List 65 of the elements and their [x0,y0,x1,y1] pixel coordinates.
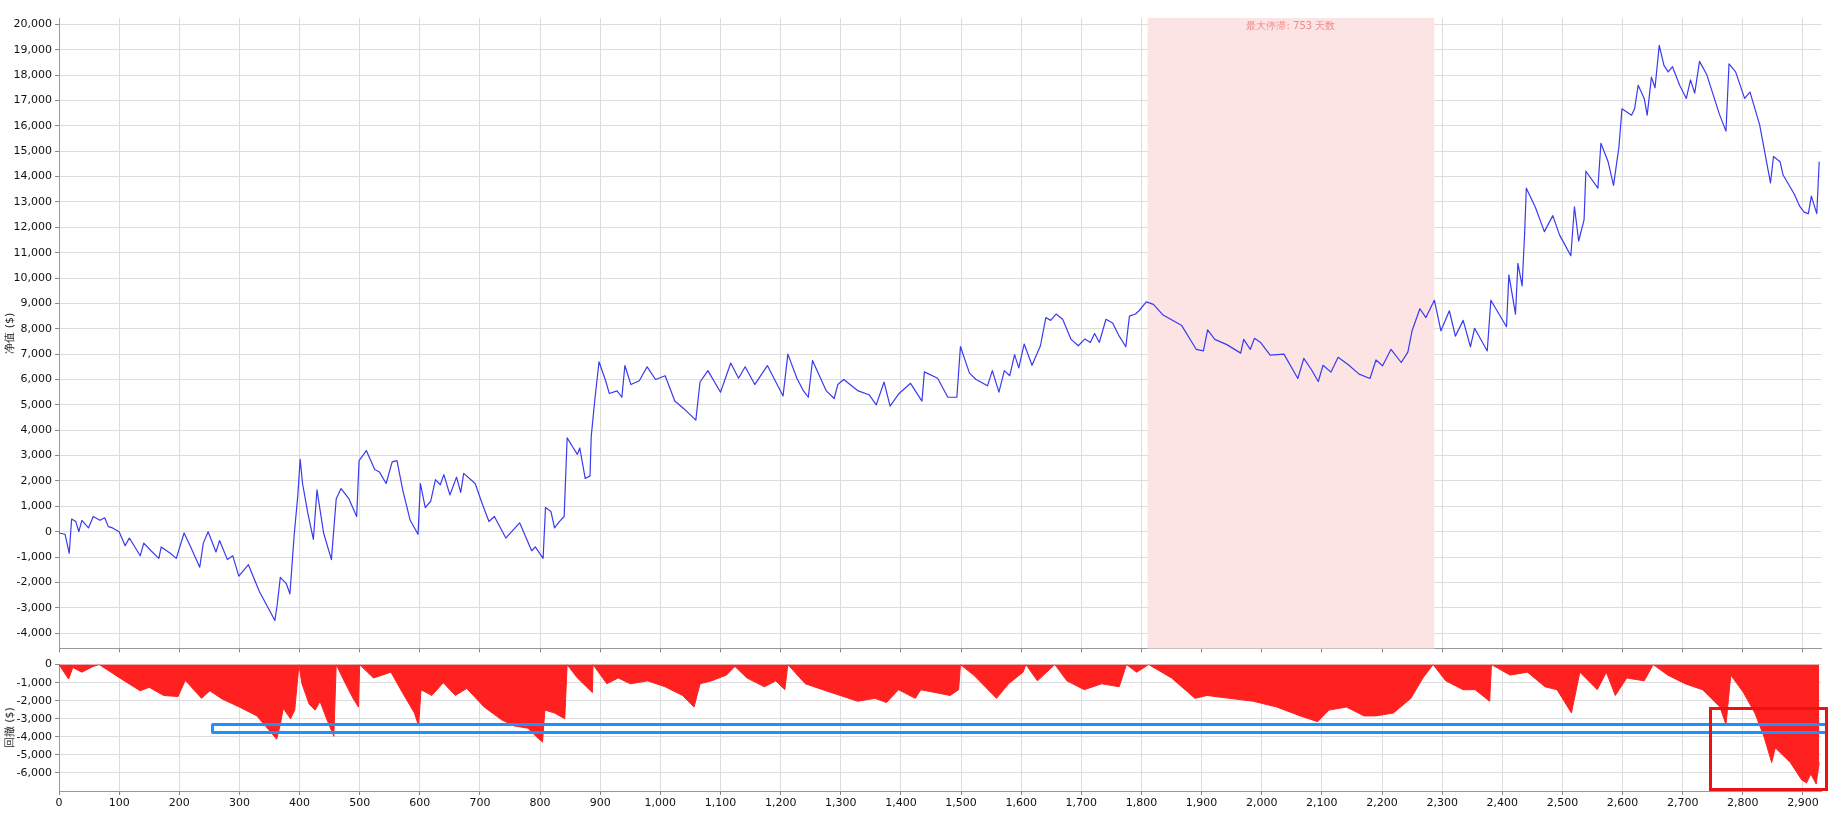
x-tick-label: 2,700 [1666,796,1699,810]
y-tick-label: 8,000 [20,321,52,335]
y-tick-label: 0 [45,524,52,538]
x-tick-label: 0 [55,796,63,810]
y-tick-label: 0 [45,657,52,671]
y-tick-label: 4,000 [20,423,52,437]
x-tick-label: 1,100 [704,796,737,810]
y-axis-title: 净值 ($) [3,312,17,354]
x-tick-label: 2,200 [1366,796,1398,810]
x-tick-label: 2,100 [1306,796,1338,810]
x-tick-label: 2,300 [1426,796,1458,810]
x-tick-label: 1,900 [1185,796,1218,810]
y-tick-label: -4,000 [16,626,52,640]
y-tick-label: 14,000 [13,169,52,183]
y-tick-label: -5,000 [16,747,52,761]
x-tick-label: 1,800 [1125,796,1158,810]
x-tick-label: 1,200 [764,796,797,810]
y-tick-label: 12,000 [13,220,52,234]
x-tick-label: 1,300 [825,796,857,810]
y-tick-label: 19,000 [13,42,52,56]
y-tick-label: -1,000 [16,549,52,563]
x-tick-label: 800 [529,796,551,810]
x-tick-label: 900 [589,796,611,810]
x-tick-label: 1,700 [1065,796,1098,810]
band-label: 最大停滞: 753 天数 [1246,19,1336,31]
y-tick-label: 3,000 [20,448,52,462]
x-tick-label: 2,600 [1606,796,1639,810]
y-tick-label: 15,000 [13,144,52,158]
y-tick-label: 10,000 [13,270,52,284]
x-tick-label: 500 [349,796,371,810]
x-tick-label: 100 [108,796,130,810]
y-tick-label: -2,000 [16,575,52,589]
x-tick-label: 2,900 [1787,796,1819,810]
x-tick-label: 300 [228,796,250,810]
x-tick-label: 1,000 [644,796,677,810]
y-tick-label: -3,000 [16,600,52,614]
y-tick-label: 13,000 [13,194,52,208]
x-tick-label: 2,000 [1245,796,1278,810]
x-tick-label: 2,400 [1486,796,1519,810]
x-tick-label: 1,500 [945,796,977,810]
y-tick-label: -2,000 [16,693,52,707]
y-tick-label: 11,000 [13,245,52,259]
x-tick-label: 700 [469,796,491,810]
y-tick-label: -1,000 [16,675,52,689]
y-tick-label: 2,000 [20,473,52,487]
y-tick-label: -4,000 [16,729,52,743]
x-tick-label: 2,500 [1546,796,1579,810]
x-tick-label: 200 [168,796,190,810]
y-tick-label: 9,000 [20,296,52,310]
y-tick-label: 7,000 [20,346,52,360]
y-tick-label: 16,000 [13,118,52,132]
y-tick-label: 1,000 [20,499,52,513]
y-tick-label: 6,000 [20,372,52,386]
x-tick-label: 400 [289,796,311,810]
y-tick-label: 5,000 [20,397,52,411]
x-tick-label: 1,400 [885,796,917,810]
y-axis-title: 回撤 ($) [3,707,17,749]
y-tick-label: 18,000 [13,67,52,81]
y-tick-label: 17,000 [13,93,52,107]
x-tick-label: 600 [409,796,431,810]
y-tick-label: -6,000 [16,765,52,779]
y-tick-label: -3,000 [16,711,52,725]
y-tick-label: 20,000 [13,17,52,31]
x-tick-label: 2,800 [1727,796,1759,810]
x-tick-label: 1,600 [1005,796,1037,810]
